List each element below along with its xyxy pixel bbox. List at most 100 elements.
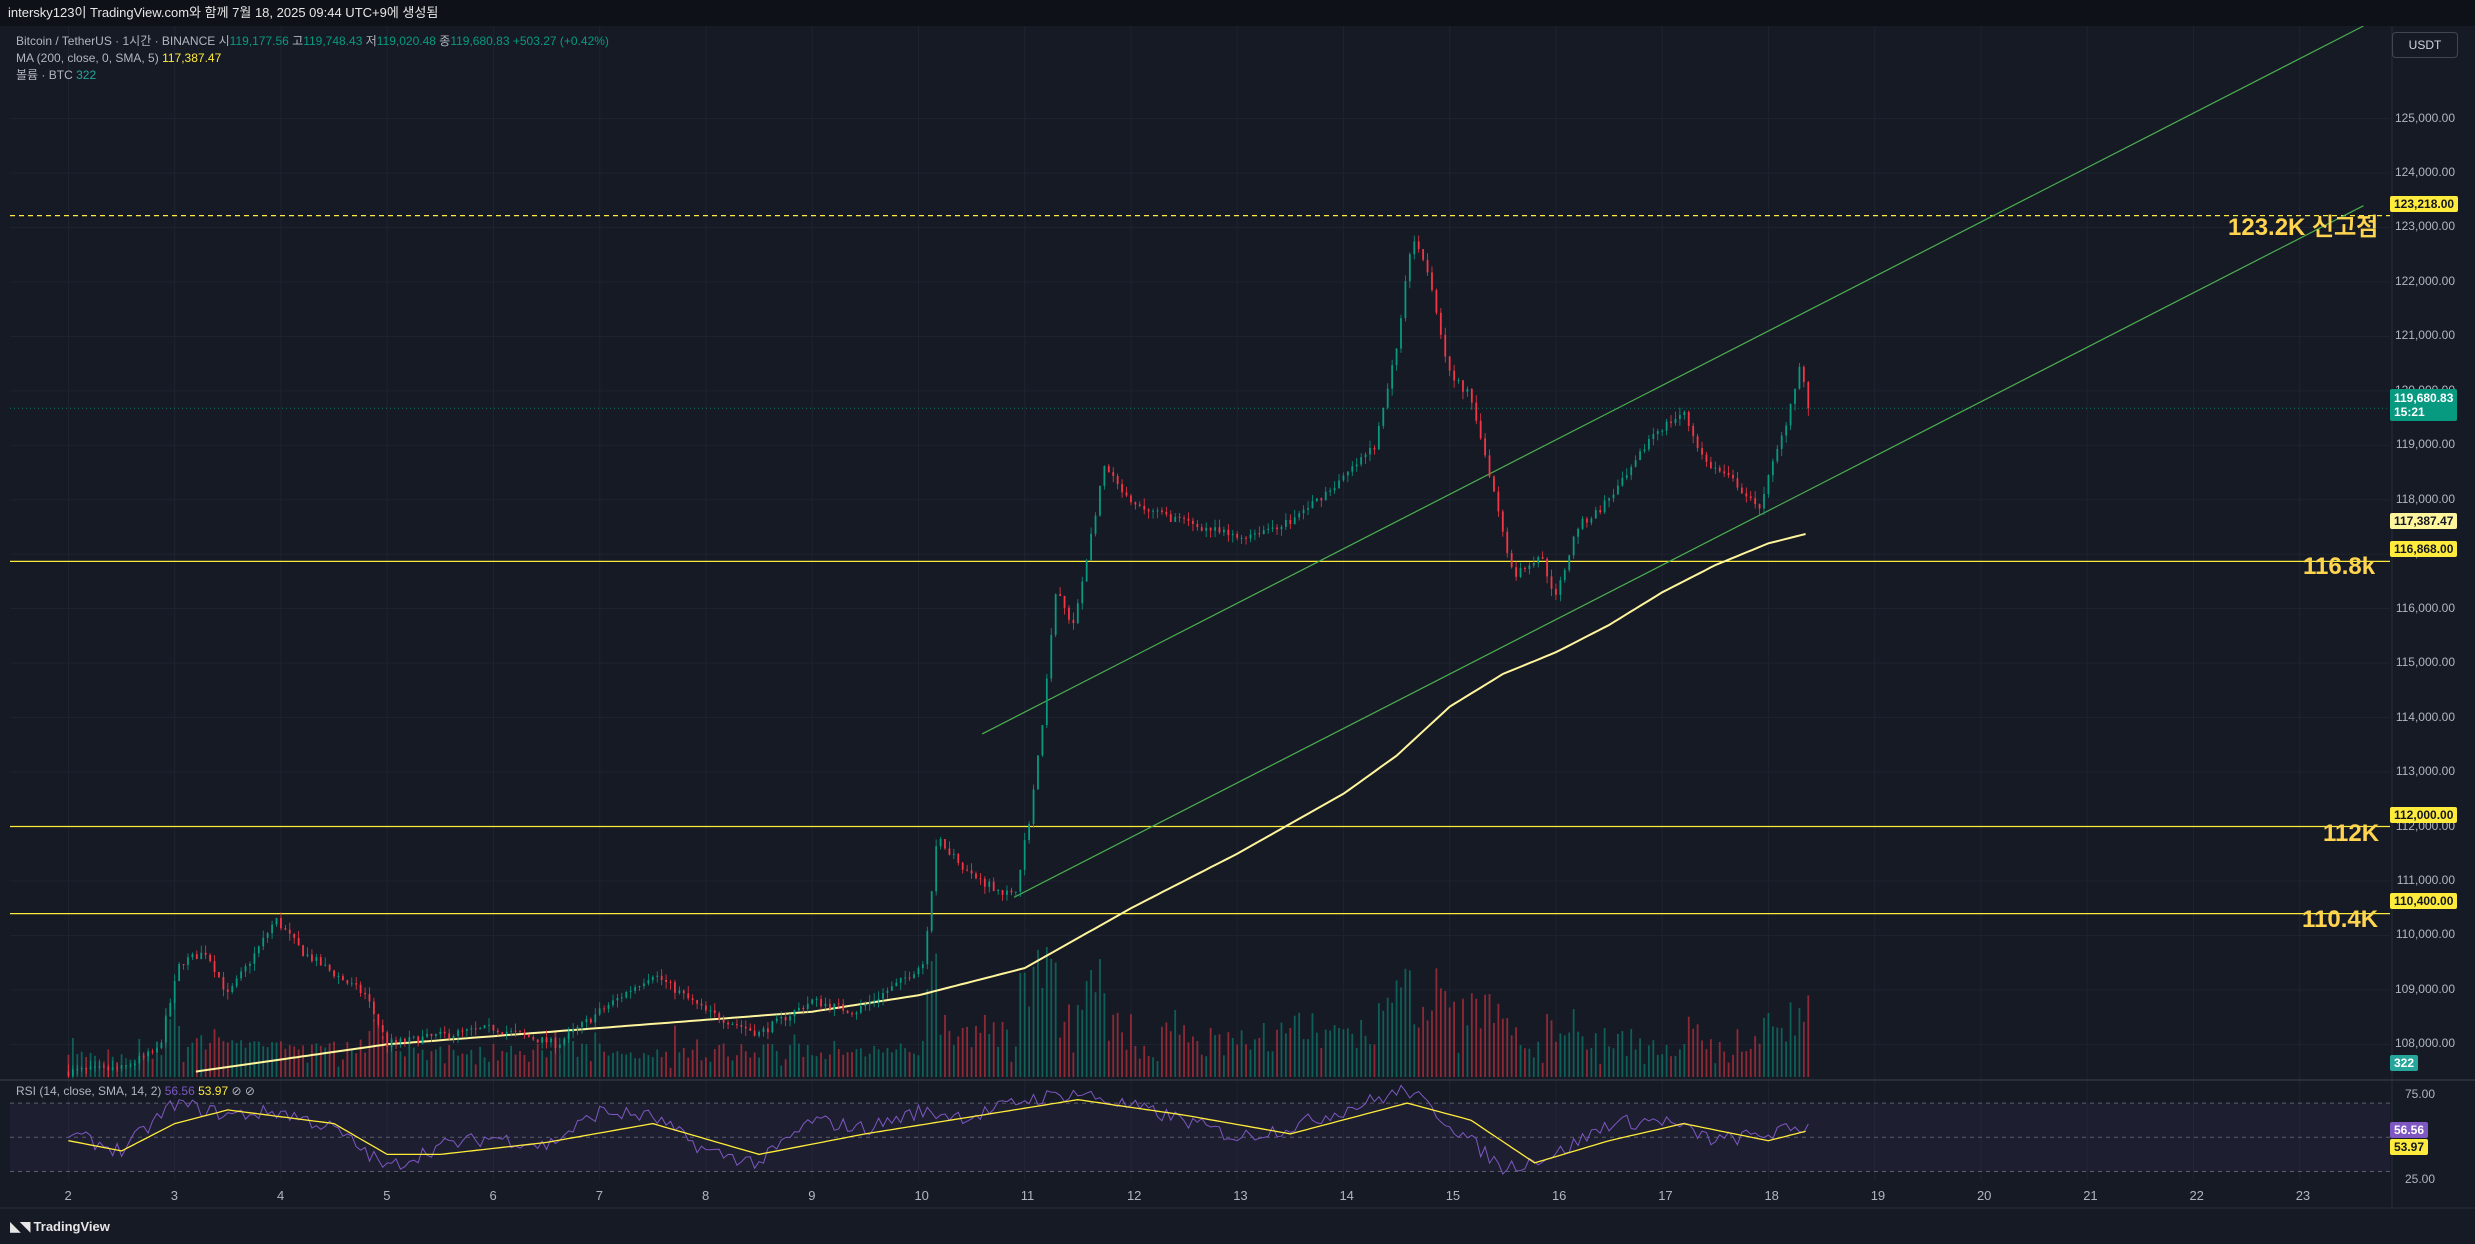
candle-body — [1395, 348, 1398, 366]
candle-body — [1709, 461, 1712, 469]
candle-body — [479, 1028, 482, 1030]
candle-body — [674, 982, 676, 993]
legend-volume-row[interactable]: 볼륨 · BTC 322 — [16, 67, 609, 84]
rsi-tick-label: 25.00 — [2404, 1172, 2435, 1186]
volume-bar — [620, 1053, 623, 1077]
candle-body — [1634, 460, 1637, 467]
volume-bar — [1709, 1039, 1712, 1077]
volume-bar — [1705, 1049, 1708, 1077]
rsi-tick-label: 75.00 — [2404, 1086, 2435, 1101]
candle-body — [1209, 527, 1212, 531]
volume-bar — [727, 1056, 729, 1077]
candle-body — [1085, 560, 1088, 582]
volume-bar — [297, 1049, 300, 1077]
volume-bar — [386, 1034, 389, 1077]
volume-bar — [1205, 1056, 1208, 1077]
volume-bar — [408, 1042, 411, 1077]
candle-body — [381, 1025, 384, 1033]
candle-body — [448, 1033, 451, 1039]
candle-body — [1338, 480, 1340, 489]
time-tick-label: 22 — [2189, 1188, 2204, 1203]
volume-bar — [1444, 990, 1447, 1077]
candle-body — [85, 1068, 88, 1070]
volume-bar — [1537, 1041, 1540, 1077]
rsi-legend[interactable]: RSI (14, close, SMA, 14, 2) 56.56 53.97 … — [16, 1084, 255, 1098]
volume-bar — [1373, 1044, 1376, 1077]
candle-body — [930, 891, 933, 932]
volume-bar — [638, 1058, 641, 1077]
volume-bar — [1581, 1036, 1584, 1077]
volume-bar — [417, 1053, 420, 1077]
candle-body — [607, 1005, 610, 1009]
tag-112000: 112,000.00 — [2390, 807, 2458, 823]
volume-bar — [240, 1040, 242, 1077]
candle-body — [1276, 527, 1278, 530]
candle-body — [877, 998, 880, 1001]
candle-body — [355, 983, 358, 985]
candle-body — [691, 998, 694, 1001]
candle-body — [461, 1030, 464, 1032]
volume-bar — [1559, 1033, 1562, 1077]
candle-body — [1054, 594, 1057, 635]
candle-body — [160, 1042, 163, 1049]
volume-bar — [403, 1056, 406, 1077]
candle-body — [1590, 518, 1593, 523]
candle-body — [1617, 485, 1619, 495]
candle-body — [1422, 249, 1425, 260]
tag-116868: 116,868.00 — [2390, 541, 2458, 557]
volume-bar — [457, 1055, 459, 1077]
legend-symbol[interactable]: Bitcoin / TetherUS · 1시간 · BINANCE — [16, 34, 216, 48]
candle-body — [1652, 434, 1655, 439]
candle-body — [1519, 568, 1522, 577]
volume-bar — [1493, 1023, 1495, 1077]
price-tick-label: 110,000.00 — [2395, 927, 2455, 942]
legend-ma-row[interactable]: MA (200, close, 0, SMA, 5) 117,387.47 — [16, 50, 609, 67]
candle-body — [1236, 533, 1239, 538]
candle-body — [1382, 407, 1385, 426]
volume-bar — [1758, 1043, 1761, 1077]
candle-body — [412, 1036, 415, 1038]
volume-bar — [669, 1067, 672, 1077]
candle-body — [948, 848, 951, 855]
volume-bar — [811, 1055, 814, 1077]
annotation-112k: 112K — [2323, 820, 2380, 847]
hide-icon[interactable]: ⊘ — [231, 1084, 242, 1098]
candle-body — [1648, 438, 1650, 450]
volume-bar — [1683, 1044, 1686, 1077]
volume-bar — [1360, 1019, 1363, 1077]
currency-button[interactable]: USDT — [2392, 32, 2458, 58]
candle-body — [612, 1000, 614, 1006]
volume-bar — [629, 1052, 632, 1077]
volume-bar — [452, 1049, 455, 1077]
candle-body — [1603, 500, 1606, 513]
volume-bar — [1780, 1027, 1783, 1077]
volume-bar — [1258, 1037, 1261, 1077]
volume-bar — [1045, 947, 1048, 1077]
candle-body — [833, 1003, 836, 1010]
volume-bar — [1076, 1005, 1079, 1077]
candle-body — [408, 1037, 411, 1043]
candle-body — [1183, 517, 1185, 519]
candle-body — [1515, 567, 1517, 577]
volume-bar — [1470, 993, 1473, 1077]
time-tick-label: 17 — [1658, 1188, 1673, 1203]
candle-body — [731, 1024, 734, 1026]
candle-body — [1196, 523, 1199, 528]
time-tick-label: 10 — [914, 1188, 929, 1203]
volume-bar — [784, 1059, 787, 1077]
volume-bar — [1236, 1044, 1239, 1077]
candle-body — [979, 878, 982, 880]
tradingview-logo[interactable]: ◣◥ TradingView — [10, 1218, 110, 1235]
candle-body — [1789, 404, 1792, 426]
candle-body — [209, 954, 212, 962]
time-tick-label: 12 — [1126, 1188, 1142, 1203]
volume-bar — [554, 1031, 557, 1077]
candle-body — [430, 1033, 433, 1036]
settings-icon[interactable]: ⊘ — [244, 1084, 255, 1098]
candle-body — [1701, 448, 1703, 455]
volume-bar — [820, 1052, 822, 1077]
volume-bar — [1453, 1001, 1456, 1077]
candle-body — [1546, 558, 1548, 577]
candle-body — [585, 1019, 588, 1023]
